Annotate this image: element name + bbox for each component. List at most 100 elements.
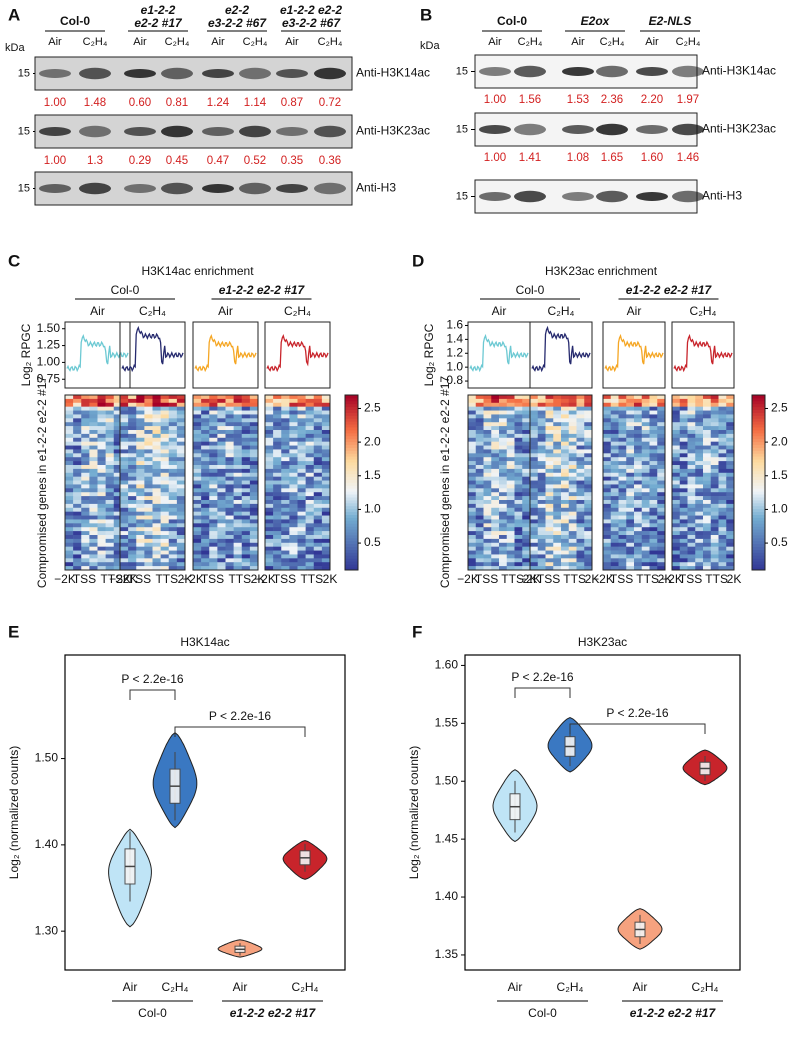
x-tick-label: TTS bbox=[228, 572, 251, 586]
heatmap-cell bbox=[105, 488, 115, 493]
heatmap-cell bbox=[530, 503, 539, 509]
heatmap-cell bbox=[634, 414, 643, 419]
heatmap-cell bbox=[584, 562, 593, 567]
heatmap-cell bbox=[321, 410, 331, 415]
group-label: e2-2 #17 bbox=[134, 16, 183, 30]
heatmap-cell bbox=[584, 410, 593, 415]
heatmap-cell bbox=[626, 472, 635, 477]
heatmap-cell bbox=[297, 546, 306, 551]
heatmap-cell bbox=[97, 445, 106, 450]
heatmap-cell bbox=[241, 542, 251, 547]
band bbox=[479, 67, 511, 76]
heatmap-cell bbox=[576, 511, 585, 516]
heatmap-cell bbox=[160, 465, 170, 470]
heatmap-cell bbox=[687, 507, 696, 512]
heatmap-cell bbox=[561, 414, 570, 419]
heatmap-cell bbox=[641, 531, 650, 536]
colorbar-cell bbox=[345, 520, 358, 524]
heatmap-cell bbox=[687, 430, 696, 435]
heatmap-cell bbox=[530, 453, 539, 458]
heatmap-cell bbox=[152, 562, 161, 567]
heatmap-cell bbox=[225, 519, 234, 524]
heatmap-cell bbox=[576, 422, 585, 427]
heatmap-cell bbox=[657, 527, 666, 532]
heatmap-cell bbox=[193, 410, 202, 415]
heatmap-cell bbox=[289, 546, 298, 551]
marker-label: 15 bbox=[18, 125, 30, 137]
heatmap-cell bbox=[679, 535, 688, 540]
heatmap-cell bbox=[718, 554, 727, 559]
heatmap-cell bbox=[726, 488, 735, 493]
heatmap-cell bbox=[289, 562, 298, 567]
heatmap-cell bbox=[81, 550, 90, 555]
x-tick-label: TTS bbox=[100, 572, 123, 586]
heatmap-cell bbox=[584, 449, 593, 454]
heatmap-cell bbox=[241, 398, 251, 404]
heatmap-cell bbox=[273, 410, 282, 415]
heatmap-cell bbox=[710, 402, 719, 407]
heatmap-cell bbox=[687, 433, 696, 439]
heatmap-cell bbox=[710, 519, 719, 524]
heatmap-cell bbox=[241, 523, 251, 528]
heatmap-cell bbox=[73, 554, 82, 559]
heatmap-cell bbox=[522, 422, 531, 427]
heatmap-cell bbox=[297, 519, 306, 524]
heatmap-cell bbox=[233, 433, 243, 439]
heatmap-cell bbox=[120, 538, 129, 544]
heatmap-cell bbox=[65, 426, 74, 431]
heatmap-cell bbox=[136, 422, 145, 427]
heatmap-cell bbox=[679, 461, 688, 466]
heatmap-cell bbox=[649, 441, 658, 446]
heatmap-cell bbox=[152, 527, 161, 532]
heatmap-cell bbox=[160, 515, 170, 520]
heatmap-cell bbox=[289, 511, 298, 516]
heatmap-cell bbox=[233, 488, 243, 493]
heatmap-cell bbox=[281, 535, 290, 540]
heatmap-cell bbox=[209, 503, 218, 509]
heatmap-cell bbox=[626, 527, 635, 532]
group-label: e1-2-2 e2-2 #17 bbox=[230, 1006, 317, 1020]
heatmap-cell bbox=[679, 402, 688, 407]
band bbox=[314, 125, 346, 138]
heatmap-cell bbox=[120, 453, 129, 458]
colorbar-cell bbox=[345, 552, 358, 556]
heatmap-cell bbox=[273, 519, 282, 524]
heatmap-cell bbox=[626, 480, 635, 485]
heatmap-cell bbox=[281, 492, 290, 497]
heatmap-cell bbox=[193, 515, 202, 520]
heatmap-cell bbox=[618, 566, 627, 571]
heatmap-cell bbox=[313, 437, 323, 442]
heatmap-cell bbox=[703, 465, 712, 470]
heatmap-cell bbox=[201, 503, 210, 509]
heatmap-cell bbox=[89, 410, 98, 415]
heatmap-cell bbox=[514, 395, 523, 400]
heatmap-cell bbox=[233, 472, 243, 477]
heatmap-cell bbox=[553, 465, 562, 470]
heatmap-cell bbox=[568, 472, 577, 477]
heatmap-cell bbox=[305, 562, 315, 567]
condition-label: C₂H₄ bbox=[139, 304, 166, 318]
band bbox=[672, 65, 704, 78]
heatmap-cell bbox=[576, 507, 585, 512]
heatmap-cell bbox=[475, 542, 484, 547]
heatmap-cell bbox=[193, 457, 202, 462]
heatmap-cell bbox=[289, 538, 298, 544]
kda-label: kDa bbox=[420, 40, 440, 52]
heatmap-cell bbox=[710, 566, 719, 571]
heatmap-cell bbox=[679, 445, 688, 450]
heatmap-cell bbox=[233, 500, 243, 505]
heatmap-cell bbox=[561, 515, 570, 520]
heatmap-cell bbox=[128, 414, 137, 419]
heatmap-cell bbox=[568, 558, 577, 563]
heatmap-cell bbox=[241, 488, 251, 493]
heatmap-cell bbox=[545, 472, 554, 477]
heatmap-cell bbox=[545, 527, 554, 532]
heatmap-cell bbox=[273, 515, 282, 520]
heatmap-cell bbox=[584, 422, 593, 427]
heatmap-cell bbox=[530, 476, 539, 481]
heatmap-cell bbox=[657, 441, 666, 446]
heatmap-cell bbox=[568, 433, 577, 439]
heatmap-cell bbox=[657, 453, 666, 458]
colorbar-cell bbox=[345, 456, 358, 460]
heatmap-cell bbox=[152, 457, 161, 462]
